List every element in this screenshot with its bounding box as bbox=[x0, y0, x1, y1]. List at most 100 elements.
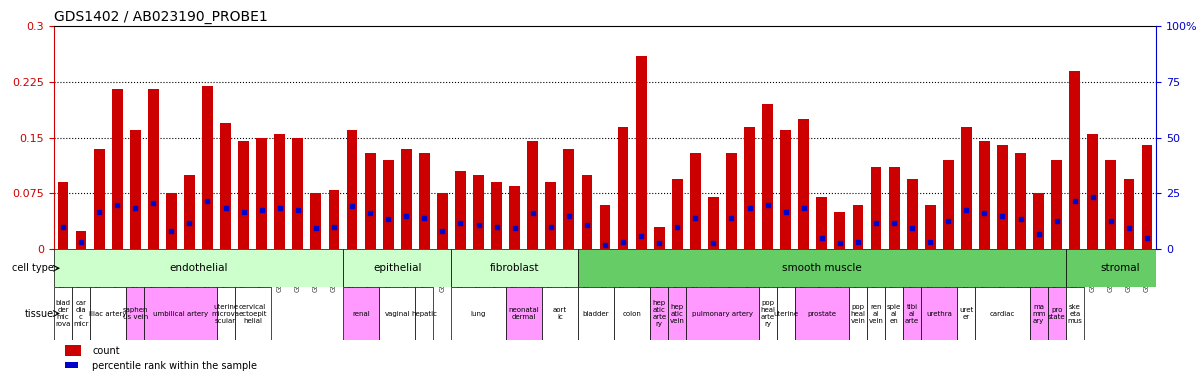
Text: neonatal
dermal: neonatal dermal bbox=[508, 307, 539, 320]
Text: percentile rank within the sample: percentile rank within the sample bbox=[92, 361, 258, 371]
Text: bladder: bladder bbox=[582, 310, 610, 316]
Bar bbox=[794, 287, 849, 340]
Text: uterine: uterine bbox=[773, 310, 798, 316]
Bar bbox=[654, 227, 665, 249]
Text: uterine
microva
scular: uterine microva scular bbox=[212, 303, 240, 324]
Bar bbox=[1070, 71, 1081, 249]
Bar bbox=[256, 138, 267, 249]
Bar bbox=[1015, 153, 1025, 249]
Text: tissue: tissue bbox=[25, 309, 54, 318]
Text: pop
heal
arte
ry: pop heal arte ry bbox=[760, 300, 775, 327]
Bar bbox=[943, 160, 954, 249]
Bar bbox=[889, 167, 900, 249]
Bar bbox=[452, 287, 506, 340]
Bar bbox=[577, 249, 1066, 287]
Bar bbox=[672, 178, 683, 249]
Bar bbox=[54, 287, 72, 340]
Bar bbox=[238, 141, 249, 249]
Bar bbox=[545, 182, 556, 249]
Bar bbox=[65, 362, 78, 370]
Bar bbox=[292, 138, 303, 249]
Bar bbox=[651, 287, 668, 340]
Bar bbox=[636, 56, 647, 249]
Bar bbox=[382, 160, 394, 249]
Bar bbox=[907, 178, 918, 249]
Text: tibi
al
arte: tibi al arte bbox=[904, 303, 919, 324]
Text: hep
atic
vein: hep atic vein bbox=[670, 303, 685, 324]
Bar bbox=[54, 249, 343, 287]
Text: aort
ic: aort ic bbox=[552, 307, 567, 320]
Text: hepatic: hepatic bbox=[411, 310, 437, 316]
Text: umbilical artery: umbilical artery bbox=[153, 310, 208, 316]
Text: sple
al
en: sple al en bbox=[887, 303, 901, 324]
Bar bbox=[184, 175, 195, 249]
Text: smooth muscle: smooth muscle bbox=[782, 263, 861, 273]
Bar bbox=[618, 126, 629, 249]
Text: renal: renal bbox=[352, 310, 370, 316]
Text: fibroblast: fibroblast bbox=[490, 263, 539, 273]
Text: ma
mm
ary: ma mm ary bbox=[1031, 303, 1046, 324]
Bar bbox=[885, 287, 903, 340]
Bar bbox=[310, 194, 321, 249]
Text: urethra: urethra bbox=[926, 310, 952, 316]
Bar bbox=[72, 287, 90, 340]
Bar bbox=[1124, 178, 1135, 249]
Bar bbox=[979, 141, 990, 249]
Bar bbox=[235, 287, 271, 340]
Bar bbox=[202, 86, 213, 249]
Bar bbox=[816, 197, 828, 249]
Bar bbox=[997, 145, 1008, 249]
Bar bbox=[961, 126, 972, 249]
Text: saphen
us vein: saphen us vein bbox=[122, 307, 149, 320]
Bar bbox=[871, 167, 882, 249]
Bar bbox=[147, 89, 158, 249]
Bar bbox=[780, 130, 791, 249]
Bar bbox=[217, 287, 235, 340]
Bar bbox=[93, 149, 104, 249]
Bar bbox=[690, 153, 701, 249]
Text: iliac artery: iliac artery bbox=[90, 310, 127, 316]
Bar bbox=[167, 194, 177, 249]
Bar bbox=[903, 287, 921, 340]
Text: vaginal: vaginal bbox=[385, 310, 410, 316]
Text: epithelial: epithelial bbox=[373, 263, 422, 273]
Bar bbox=[581, 175, 592, 249]
Bar bbox=[343, 287, 379, 340]
Text: uret
er: uret er bbox=[960, 307, 974, 320]
Text: pro
state: pro state bbox=[1048, 307, 1065, 320]
Bar bbox=[506, 287, 541, 340]
Bar bbox=[328, 190, 339, 249]
Bar bbox=[1033, 194, 1043, 249]
Text: car
dia
c
micr: car dia c micr bbox=[73, 300, 89, 327]
Bar bbox=[686, 287, 758, 340]
Bar bbox=[835, 212, 846, 249]
Bar bbox=[1066, 249, 1174, 287]
Bar bbox=[1052, 160, 1063, 249]
Text: hep
atic
arte
ry: hep atic arte ry bbox=[652, 300, 666, 327]
Bar bbox=[379, 287, 416, 340]
Bar bbox=[416, 287, 434, 340]
Bar bbox=[1088, 134, 1099, 249]
Bar bbox=[401, 149, 412, 249]
Bar bbox=[129, 130, 140, 249]
Bar bbox=[473, 175, 484, 249]
Bar bbox=[75, 231, 86, 249]
Text: prostate: prostate bbox=[807, 310, 836, 316]
Bar bbox=[758, 287, 776, 340]
Bar bbox=[111, 89, 122, 249]
Bar bbox=[419, 153, 430, 249]
Bar bbox=[58, 182, 68, 249]
Bar bbox=[726, 153, 737, 249]
Bar bbox=[577, 287, 615, 340]
Text: colon: colon bbox=[623, 310, 642, 316]
Text: endothelial: endothelial bbox=[169, 263, 228, 273]
Bar bbox=[744, 126, 755, 249]
Bar bbox=[599, 204, 611, 249]
Bar bbox=[126, 287, 144, 340]
Text: lung: lung bbox=[471, 310, 486, 316]
Text: cardiac: cardiac bbox=[990, 310, 1015, 316]
Bar bbox=[455, 171, 466, 249]
Bar bbox=[346, 130, 357, 249]
Bar bbox=[849, 287, 867, 340]
Bar bbox=[921, 287, 957, 340]
